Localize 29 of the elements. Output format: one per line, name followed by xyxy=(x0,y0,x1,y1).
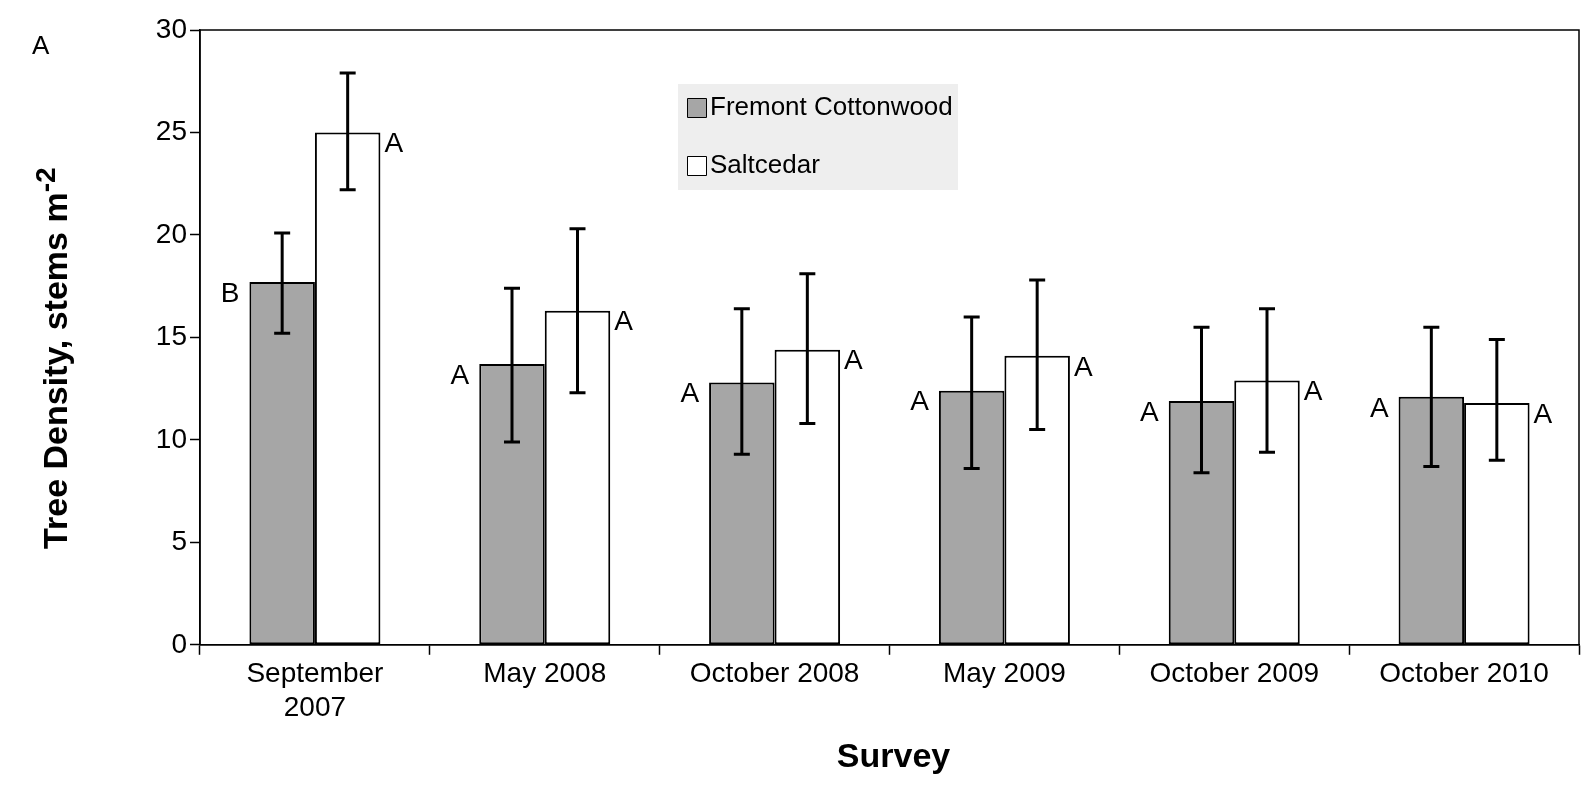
y-tick-label: 0 xyxy=(171,627,187,659)
data-label: A xyxy=(614,305,634,337)
x-tick-label: May 2008 xyxy=(483,657,607,689)
y-tick-label: 10 xyxy=(155,422,187,454)
y-tick-label: 15 xyxy=(155,320,187,352)
data-label: A xyxy=(1303,375,1323,407)
y-tick-label: 20 xyxy=(155,217,187,249)
legend-label: Fremont Cottonwood xyxy=(710,91,953,122)
data-label: A xyxy=(384,127,404,159)
x-tick-label: October 2009 xyxy=(1149,657,1320,689)
data-label: A xyxy=(450,358,470,390)
data-label: A xyxy=(910,385,930,417)
legend-label: Saltcedar xyxy=(710,149,821,180)
data-label: A xyxy=(1073,350,1093,382)
x-tick-label: October 2008 xyxy=(689,657,860,689)
data-label: A xyxy=(1140,395,1160,427)
y-tick-label: 30 xyxy=(155,12,187,44)
y-tick-label: 25 xyxy=(155,115,187,147)
data-label: B xyxy=(220,276,240,308)
data-label: A xyxy=(1533,397,1553,429)
x-tick-label: May 2009 xyxy=(942,657,1066,689)
x-tick-label: October 2010 xyxy=(1379,657,1549,689)
y-tick-label: 5 xyxy=(171,525,187,557)
data-label: A xyxy=(844,344,864,376)
data-label: A xyxy=(1369,391,1389,423)
x-axis-title: Survey xyxy=(835,736,952,775)
data-label: A xyxy=(680,377,700,409)
chart-title: A xyxy=(32,30,50,61)
x-tick-label: September 2007 xyxy=(246,657,384,722)
